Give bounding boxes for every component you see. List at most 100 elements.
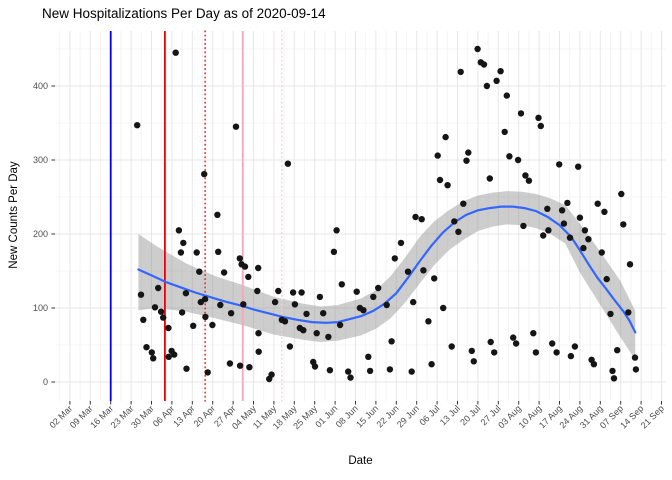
data-point [455,228,462,235]
data-point [353,288,360,295]
data-point [391,255,398,262]
data-point [148,349,155,356]
data-point [165,324,172,332]
data-point [220,269,228,276]
data-point [571,343,579,350]
data-point [420,267,427,274]
data-point [457,68,464,76]
data-point [451,218,458,225]
data-point [202,313,209,321]
data-point [545,227,552,234]
data-point [255,330,262,337]
data-point [201,295,209,303]
data-point [506,153,513,160]
data-point [486,175,493,182]
data-point [609,367,616,375]
data-point [338,281,345,288]
data-point [525,177,533,184]
data-point [594,200,601,207]
data-point [410,298,417,306]
data-point [575,163,582,170]
data-point [180,239,187,247]
data-point [183,365,190,372]
data-point [408,368,415,375]
data-point [425,318,432,325]
y-tick-label: 100 [33,303,48,313]
data-point [487,338,494,346]
data-point [468,347,475,355]
data-point [298,289,305,296]
data-point [493,77,500,85]
data-point [375,284,382,292]
data-point [386,366,394,373]
data-point [625,309,632,316]
data-point [190,322,197,329]
x-tick-label: 13 Jul [438,403,462,427]
data-point [431,275,438,282]
data-point [532,349,540,356]
data-point [412,213,419,221]
data-point [281,318,289,325]
data-point [501,128,508,136]
x-tick-label: 21 Sep [639,403,666,430]
data-point [165,353,172,360]
data-point [580,244,587,252]
data-point [316,293,324,301]
data-point [497,68,504,75]
data-point [209,321,216,329]
data-point [182,290,190,297]
data-point [172,49,179,56]
data-point [303,310,310,318]
data-point [236,362,244,369]
data-point [150,355,157,362]
data-point [214,211,221,218]
data-point [556,161,563,168]
data-point [345,368,352,375]
data-point [171,351,178,358]
data-point [567,352,575,360]
data-point [503,92,510,99]
data-point [607,310,614,318]
data-point [271,298,279,306]
x-tick-label: 29 Jun [395,403,421,429]
data-point [465,149,472,156]
data-point [255,264,262,272]
chart-title: New Hospitalizations Per Day as of 2020-… [42,6,326,21]
data-point [246,364,253,371]
data-point [517,110,525,117]
x-tick-label: 20 Jul [458,403,482,427]
data-points [134,45,640,383]
data-point [175,227,183,234]
data-point [610,375,618,382]
data-point [448,343,455,350]
data-point [428,361,435,368]
data-point [474,45,481,53]
data-point [155,284,162,292]
data-point [436,176,444,184]
data-point [442,133,449,141]
data-point [157,308,165,315]
data-point [360,307,367,314]
data-point [581,227,589,234]
data-point [522,172,529,179]
data-point [137,291,145,298]
data-point [460,200,467,207]
data-point [284,160,292,167]
data-point [347,374,354,381]
data-point [590,361,598,368]
data-point [311,363,319,370]
data-point [603,275,610,283]
data-point [558,207,566,214]
data-point [544,205,551,212]
data-point [236,255,243,262]
data-point [241,263,249,270]
data-point [514,156,522,164]
y-tick-label: 0 [43,377,48,387]
y-tick-label: 300 [33,155,48,165]
data-point [440,304,447,312]
data-point [483,82,491,90]
data-point [480,61,488,68]
data-point [620,221,627,228]
data-point [553,349,560,356]
